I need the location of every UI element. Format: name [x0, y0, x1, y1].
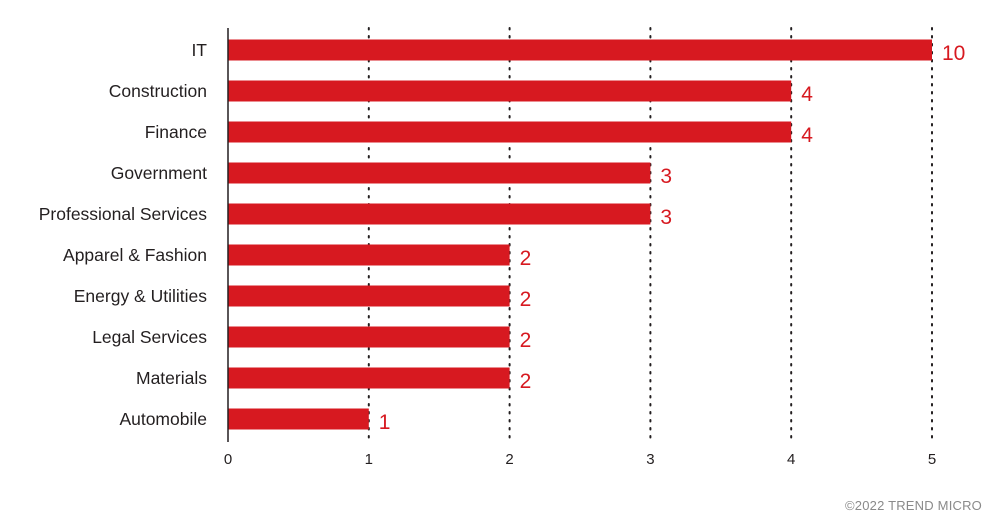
bar — [228, 367, 510, 389]
data-label: 4 — [801, 124, 813, 147]
category-label: Legal Services — [92, 327, 207, 347]
bar — [228, 121, 792, 143]
data-label: 3 — [660, 206, 672, 229]
bar — [228, 326, 510, 348]
x-tick-label: 2 — [505, 451, 513, 468]
bar — [228, 162, 651, 184]
copyright-notice: ©2022 TREND MICRO — [845, 498, 982, 513]
data-label: 2 — [520, 329, 532, 352]
category-label: Finance — [145, 122, 207, 142]
x-tick-label: 5 — [928, 451, 936, 468]
category-label: Energy & Utilities — [74, 286, 207, 306]
labels: 0 1 2 3 4 5 IT 10 Construction 4 Finance 4 Governmen… — [39, 40, 966, 468]
data-label: 3 — [660, 165, 672, 188]
x-tick-label: 1 — [365, 451, 373, 468]
data-label: 10 — [942, 42, 965, 65]
x-tick-label: 3 — [646, 451, 654, 468]
bar — [228, 80, 792, 102]
data-label: 2 — [520, 288, 532, 311]
category-label: Government — [111, 163, 207, 183]
x-tick-label: 4 — [787, 451, 795, 468]
category-label: Automobile — [119, 409, 207, 429]
bar — [228, 203, 651, 225]
category-label: IT — [191, 40, 207, 60]
category-label: Materials — [136, 368, 207, 388]
data-label: 2 — [520, 247, 532, 270]
bar — [228, 244, 510, 266]
data-label: 2 — [520, 370, 532, 393]
category-label: Professional Services — [39, 204, 208, 224]
bar — [228, 408, 369, 430]
bars — [228, 39, 932, 430]
bar — [228, 285, 510, 307]
category-label: Construction — [109, 81, 207, 101]
bar — [228, 39, 932, 61]
data-label: 1 — [379, 411, 391, 434]
data-label: 4 — [801, 83, 813, 106]
category-label: Apparel & Fashion — [63, 245, 207, 265]
x-tick-label: 0 — [224, 451, 232, 468]
